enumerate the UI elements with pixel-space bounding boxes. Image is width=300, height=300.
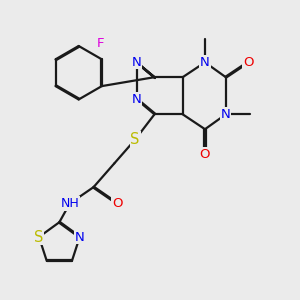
Text: S: S xyxy=(34,230,44,244)
Text: F: F xyxy=(97,37,104,50)
Text: O: O xyxy=(200,148,210,161)
Text: O: O xyxy=(112,197,123,210)
Text: S: S xyxy=(130,132,140,147)
Text: N: N xyxy=(221,108,231,121)
Text: N: N xyxy=(132,93,142,106)
Text: N: N xyxy=(132,56,142,69)
Text: O: O xyxy=(243,56,253,69)
Text: NH: NH xyxy=(60,197,79,210)
Text: N: N xyxy=(75,230,85,244)
Text: N: N xyxy=(200,56,210,69)
